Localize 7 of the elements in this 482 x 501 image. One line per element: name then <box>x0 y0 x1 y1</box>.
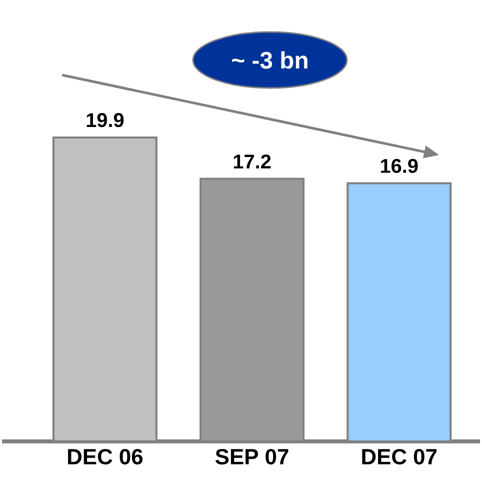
data-label: 19.9 <box>86 113 124 128</box>
text: ~ -3 bn <box>232 51 308 69</box>
x-tick-label: DEC 07 <box>362 448 436 464</box>
data-label: 17.2 <box>234 154 271 168</box>
x-tick-label: DEC 06 <box>68 448 143 464</box>
data-label: 16.9 <box>380 158 418 173</box>
x-tick-label: SEP 07 <box>215 448 288 464</box>
